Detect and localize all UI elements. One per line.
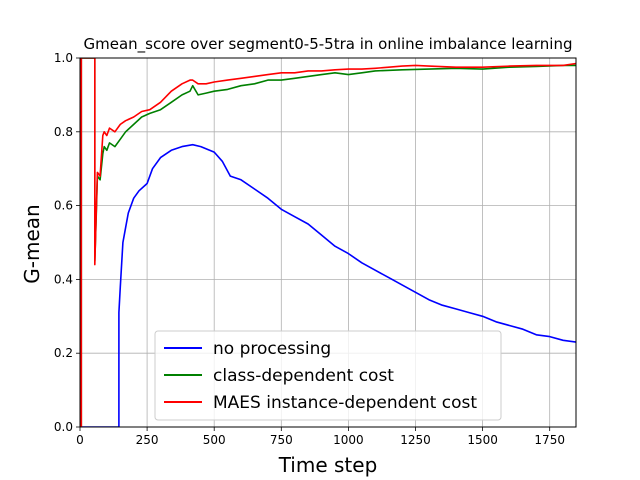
x-tick-label: 250 bbox=[136, 433, 159, 447]
series-layer bbox=[80, 58, 576, 427]
series-line-maes-instance-dependent-cost bbox=[80, 58, 576, 427]
x-tick-label: 0 bbox=[76, 433, 84, 447]
x-tick-label: 1000 bbox=[333, 433, 364, 447]
legend-label-no-processing: no processing bbox=[213, 339, 331, 359]
legend-label-maes-instance-dependent-cost: MAES instance-dependent cost bbox=[213, 393, 477, 413]
legend-box bbox=[154, 330, 502, 421]
y-tick-label: 0.4 bbox=[54, 272, 73, 286]
x-tick-label: 1250 bbox=[400, 433, 431, 447]
x-tick-label: 750 bbox=[270, 433, 293, 447]
y-tick-label: 0.0 bbox=[54, 420, 73, 434]
y-tick-label: 0.2 bbox=[54, 346, 73, 360]
x-tick-label: 1500 bbox=[467, 433, 498, 447]
tick-layer: 0 250 500 750 1000 1250 1500 1750 0.0 0.2 0.4 0.6 0.… bbox=[54, 51, 565, 447]
x-tick-label: 1750 bbox=[534, 433, 565, 447]
y-tick-label: 0.8 bbox=[54, 125, 73, 139]
y-tick-label: 0.6 bbox=[54, 199, 73, 213]
x-tick-label: 500 bbox=[203, 433, 226, 447]
legend-label-class-dependent-cost: class-dependent cost bbox=[213, 366, 394, 386]
x-axis-label: Time step bbox=[278, 453, 378, 477]
legend: no processing class-dependent cost MAES in… bbox=[154, 330, 502, 421]
series-line-no-processing bbox=[80, 143, 576, 427]
y-axis-label: G-mean bbox=[20, 204, 44, 283]
y-tick-label: 1.0 bbox=[54, 51, 73, 65]
plot-frame bbox=[79, 57, 577, 428]
chart-title: Gmean_score over segment0-5-5tra in onli… bbox=[84, 35, 573, 54]
